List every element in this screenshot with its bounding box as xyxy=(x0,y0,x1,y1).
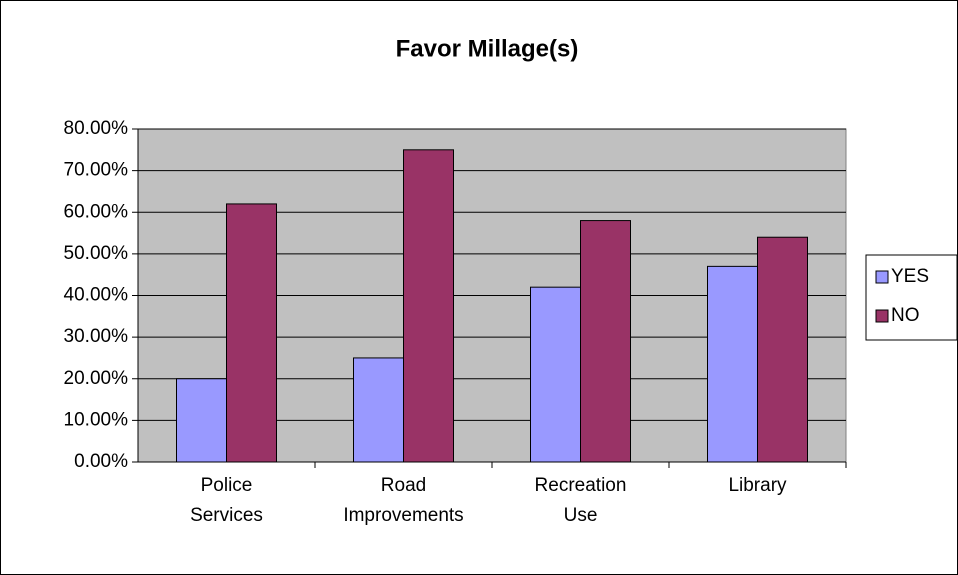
y-tick-label: 70.00% xyxy=(64,160,129,181)
chart-title: Favor Millage(s) xyxy=(396,35,579,62)
bar xyxy=(757,236,808,463)
bar xyxy=(707,265,758,463)
y-tick-label: 60.00% xyxy=(64,201,129,222)
bar xyxy=(580,220,631,463)
x-tick-label: Police Services xyxy=(190,475,263,526)
bar xyxy=(353,357,404,463)
bar xyxy=(226,203,277,463)
y-tick-label: 80.00% xyxy=(64,118,129,139)
y-tick-label: 20.00% xyxy=(64,368,129,389)
y-tick-label: 10.00% xyxy=(64,409,129,430)
x-tick-label: Library xyxy=(728,475,787,496)
bar xyxy=(530,286,581,463)
bar xyxy=(176,378,227,463)
legend-swatch xyxy=(875,270,889,284)
y-tick-label: 40.00% xyxy=(64,285,129,306)
legend-label: NO xyxy=(891,305,920,326)
legend-swatch xyxy=(875,309,889,323)
legend-box xyxy=(865,254,958,341)
y-tick-label: 0.00% xyxy=(74,451,128,472)
y-tick-label: 30.00% xyxy=(64,326,129,347)
bar xyxy=(403,149,454,463)
y-tick-label: 50.00% xyxy=(64,243,129,264)
legend-label: YES xyxy=(891,266,929,287)
x-tick-label: Recreation Use xyxy=(535,475,627,526)
x-tick-label: Road Improvements xyxy=(343,475,463,526)
